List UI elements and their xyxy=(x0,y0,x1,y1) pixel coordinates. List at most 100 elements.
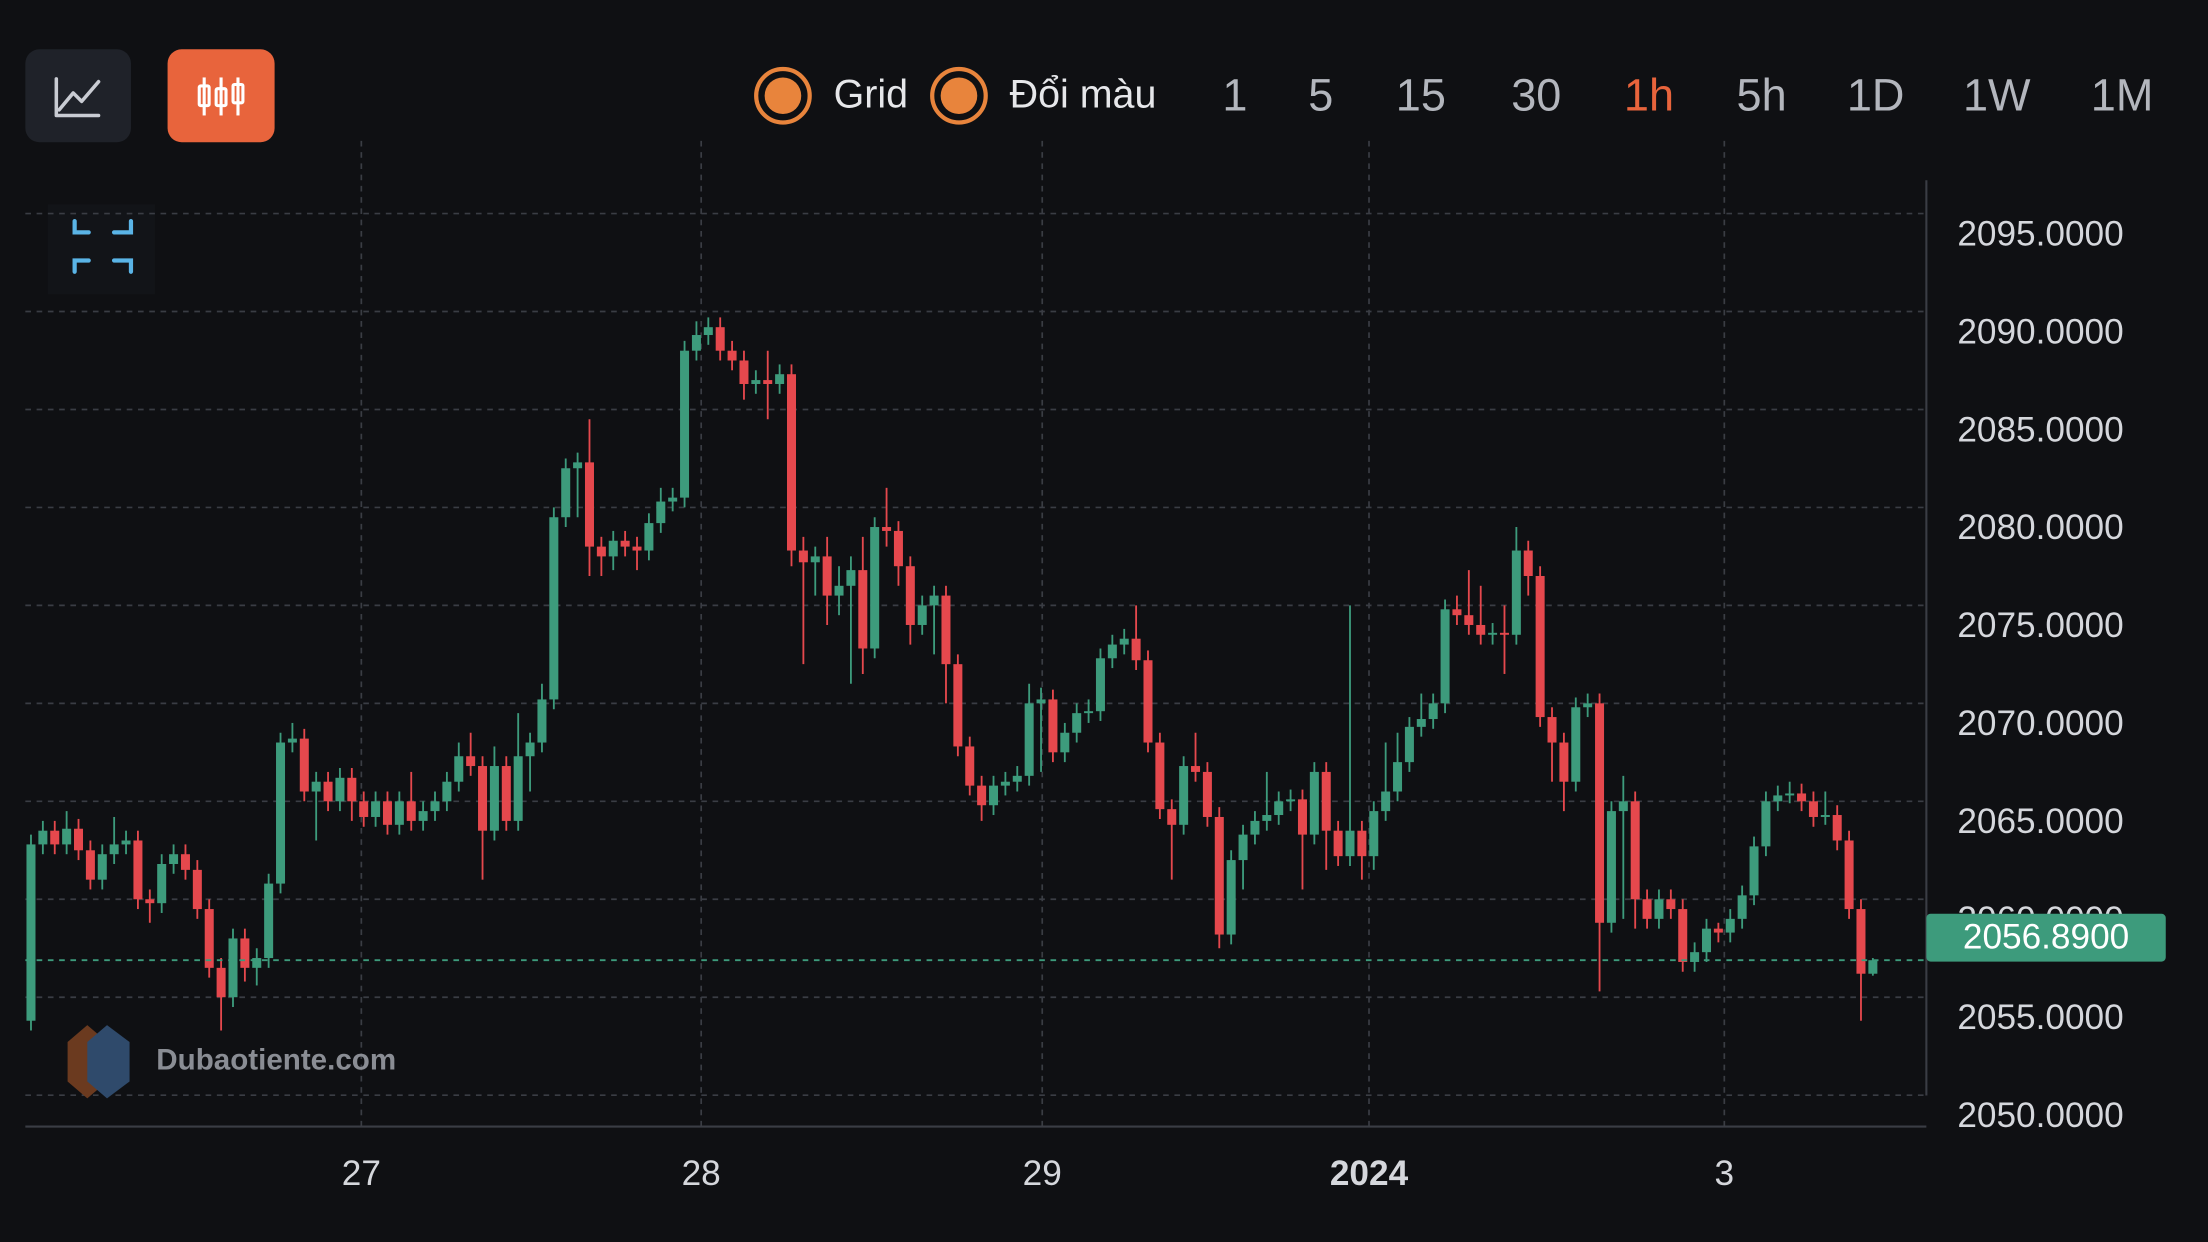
candle xyxy=(371,791,381,827)
candle-body xyxy=(1583,703,1593,708)
candle-body xyxy=(822,556,832,596)
candle-body xyxy=(145,899,155,904)
candle-body xyxy=(620,540,630,547)
candle-body xyxy=(323,781,333,802)
watermark-text: Dubaotiente.com xyxy=(156,1044,396,1077)
candle-body xyxy=(359,801,369,817)
candle-body xyxy=(1440,609,1450,704)
candle xyxy=(953,654,963,757)
candle xyxy=(917,595,927,635)
candle xyxy=(1606,801,1616,933)
candle xyxy=(858,536,868,674)
candle-chart-button[interactable] xyxy=(167,49,275,143)
candle-body xyxy=(668,497,678,502)
timeframe-button[interactable]: 1D xyxy=(1847,69,1905,120)
candle-body xyxy=(276,742,286,884)
candle xyxy=(1642,889,1652,929)
candle-body xyxy=(109,844,119,855)
candle xyxy=(1084,699,1094,723)
timeframe-button[interactable]: 5 xyxy=(1308,69,1333,120)
candle xyxy=(846,556,856,684)
timeframe-button[interactable]: 1W xyxy=(1963,69,2031,120)
candle-body xyxy=(1642,899,1652,919)
candle-body xyxy=(1012,775,1022,782)
candle-body xyxy=(1357,830,1367,857)
candle-body xyxy=(1416,719,1426,727)
y-tick-label: 2050.0000 xyxy=(1957,1096,2123,1135)
candle-body xyxy=(989,785,999,806)
candle xyxy=(1511,527,1521,645)
candle xyxy=(335,767,345,812)
toggle-dot[interactable] xyxy=(940,77,978,115)
candle xyxy=(549,507,559,710)
candle xyxy=(1155,732,1165,819)
candle xyxy=(1119,628,1129,655)
candle xyxy=(382,791,392,835)
candle xyxy=(656,487,666,533)
timeframe-button[interactable]: 30 xyxy=(1511,69,1561,120)
candle xyxy=(276,732,286,894)
candle xyxy=(1488,623,1498,645)
x-tick-label: 3 xyxy=(1715,1154,1735,1193)
candle-body xyxy=(74,828,84,851)
toggle-ring[interactable] xyxy=(930,66,988,125)
candle-body xyxy=(1309,771,1319,835)
candle xyxy=(1131,605,1141,671)
candle-body xyxy=(1868,960,1878,974)
candle-body xyxy=(1749,846,1759,896)
timeframe-button[interactable]: 5h xyxy=(1737,69,1787,120)
last-price-box xyxy=(1926,913,2166,962)
candle xyxy=(1357,820,1367,880)
candle-body xyxy=(846,570,856,586)
toggle-label[interactable]: Grid xyxy=(834,73,908,117)
timeframe-button[interactable]: 1M xyxy=(2091,69,2154,120)
toggle[interactable]: Grid xyxy=(754,66,908,125)
timeframe-button[interactable]: 1 xyxy=(1222,69,1247,120)
candle-body xyxy=(1499,632,1509,635)
candle xyxy=(192,860,202,919)
toggle-dot[interactable] xyxy=(764,77,802,115)
candle xyxy=(406,771,416,831)
candle xyxy=(1749,836,1759,906)
candle xyxy=(1024,683,1034,786)
candle-body xyxy=(133,840,143,900)
y-tick-label: 2080.0000 xyxy=(1957,508,2123,547)
candle-body xyxy=(1119,638,1129,645)
toggle-ring[interactable] xyxy=(754,66,812,125)
timeframe-button[interactable]: 15 xyxy=(1396,69,1446,120)
candle-body xyxy=(287,738,297,743)
candle-body xyxy=(1286,799,1296,802)
candle-body xyxy=(751,380,761,385)
toggle-label[interactable]: Đổi màu xyxy=(1010,73,1157,117)
x-tick-label: 2024 xyxy=(1330,1154,1409,1193)
candle-body xyxy=(26,844,36,1021)
candle xyxy=(1630,791,1640,929)
candle-body xyxy=(1690,952,1700,962)
candle xyxy=(691,321,701,361)
fullscreen-exit-icon[interactable] xyxy=(47,204,155,295)
candle xyxy=(1381,742,1391,821)
candle-body xyxy=(466,756,476,767)
candle xyxy=(1191,732,1201,782)
candle xyxy=(489,746,499,841)
candle xyxy=(561,458,571,528)
candle-body xyxy=(1844,840,1854,910)
candle xyxy=(1286,789,1296,812)
candle-body xyxy=(1321,771,1331,831)
candle-body xyxy=(1785,793,1795,796)
candle-body xyxy=(644,523,654,551)
timeframe-button[interactable]: 1h xyxy=(1624,69,1674,120)
candle-body xyxy=(501,766,511,821)
candle xyxy=(1773,785,1783,812)
candle xyxy=(977,775,987,821)
candle-body xyxy=(870,527,880,649)
candle xyxy=(1595,693,1605,992)
candle xyxy=(359,791,369,827)
toggle[interactable]: Đổi màu xyxy=(930,66,1157,125)
candle-body xyxy=(97,854,107,880)
candle xyxy=(1476,585,1486,645)
candle xyxy=(1250,811,1260,845)
candle-body xyxy=(727,350,737,361)
candle xyxy=(1499,605,1509,674)
line-chart-button[interactable] xyxy=(25,49,131,143)
